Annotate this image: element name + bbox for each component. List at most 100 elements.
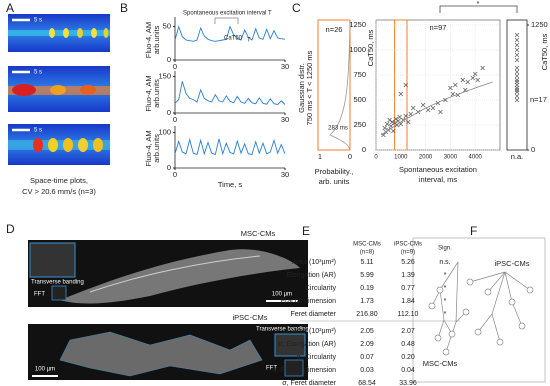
table-cell: 5.11 bbox=[360, 259, 373, 266]
x-tick-label: 1000 bbox=[394, 155, 408, 161]
space-time-plot bbox=[8, 124, 110, 165]
point bbox=[514, 47, 520, 53]
scale-label: 5 s bbox=[34, 18, 42, 24]
y-axis-label: Fluo-4, AM bbox=[144, 130, 153, 166]
point bbox=[514, 37, 520, 43]
trace bbox=[174, 137, 286, 156]
point bbox=[405, 119, 411, 125]
significance: * bbox=[477, 0, 480, 8]
point bbox=[425, 107, 431, 113]
panel-label: B bbox=[120, 1, 128, 15]
table-cell: 5.26 bbox=[401, 259, 415, 266]
table-cell: 5.99 bbox=[360, 272, 374, 279]
row-label: Elongation (AR) bbox=[287, 272, 336, 279]
scale-label: 100 µm bbox=[35, 367, 55, 373]
y-tick-label: 250 bbox=[353, 120, 366, 129]
table-cell: * bbox=[444, 272, 447, 279]
point bbox=[403, 82, 409, 88]
point bbox=[480, 65, 485, 71]
panel-label: E bbox=[302, 224, 310, 238]
micrograph-title: iPSC-CMs bbox=[233, 313, 268, 322]
row-label: σ, Circularity bbox=[297, 354, 337, 361]
table-cell: 2.09 bbox=[360, 341, 374, 348]
y-axis-label: Fluo-4, AM bbox=[144, 75, 153, 111]
table-cell: 112.10 bbox=[398, 311, 419, 318]
y-axis-label: CaT50, ms bbox=[540, 33, 549, 70]
marginal-tick-label: 1 bbox=[318, 152, 322, 161]
y-axis-label: arb.units bbox=[152, 79, 161, 108]
y-tick-label: 0 bbox=[167, 108, 171, 117]
point bbox=[514, 89, 520, 95]
y-axis-label: arb.units bbox=[152, 25, 161, 54]
point bbox=[397, 114, 402, 120]
x-axis-label: Spontaneous excitation bbox=[399, 165, 477, 174]
y-tick-label: 1250 bbox=[531, 20, 548, 29]
y-tick-label: 0 bbox=[167, 55, 171, 64]
point bbox=[475, 77, 480, 83]
x-tick-label: 4000 bbox=[469, 155, 483, 161]
category-label: n.a. bbox=[511, 152, 524, 161]
node-label: iPSC-CMs bbox=[495, 259, 530, 268]
table-cell: 33.96 bbox=[399, 380, 417, 386]
column-header: (n=9) bbox=[401, 250, 415, 256]
annotation: Spontaneous excitation interval T bbox=[183, 11, 272, 17]
y-tick-label: 50 bbox=[163, 22, 171, 31]
n-label: n=97 bbox=[430, 23, 447, 32]
x-tick-label: 3000 bbox=[444, 155, 458, 161]
panel-label: F bbox=[470, 224, 477, 238]
point bbox=[381, 132, 386, 138]
table-cell: * bbox=[444, 285, 447, 292]
point bbox=[460, 77, 466, 83]
point bbox=[514, 93, 520, 99]
point bbox=[410, 105, 416, 111]
point bbox=[514, 42, 520, 48]
point bbox=[384, 121, 390, 127]
point bbox=[391, 128, 396, 134]
micrograph bbox=[28, 324, 308, 380]
x-tick-label: 30 bbox=[281, 62, 289, 71]
table-cell: n.s. bbox=[439, 259, 450, 266]
marginal-x-label: Probability., bbox=[315, 167, 354, 176]
panel-label: D bbox=[6, 222, 15, 236]
table-cell: 1.39 bbox=[401, 272, 415, 279]
row-label: σ, Feret diameter bbox=[282, 380, 336, 386]
row-label: σ, Elongation (AR) bbox=[278, 341, 336, 348]
table-cell: * bbox=[444, 298, 447, 305]
x-tick-label: 0 bbox=[173, 62, 177, 71]
point bbox=[438, 109, 443, 115]
marginal-n-label: n=26 bbox=[326, 25, 343, 34]
marginal-box bbox=[317, 19, 351, 151]
y-tick-label: 0 bbox=[362, 145, 366, 154]
inset-label: FFT bbox=[34, 292, 45, 298]
scale-label: 5 s bbox=[34, 70, 42, 76]
y-axis-label: Fluo-4, AM bbox=[144, 22, 153, 58]
plot-frame bbox=[506, 19, 528, 151]
column-header: iPSC-CMs bbox=[394, 242, 422, 248]
point bbox=[514, 77, 520, 83]
point bbox=[398, 91, 404, 97]
row-label: σ, Fractal dimension bbox=[273, 367, 337, 374]
point bbox=[472, 71, 478, 77]
y-tick-label: 100 bbox=[158, 128, 171, 137]
point bbox=[514, 97, 520, 103]
point bbox=[514, 32, 520, 38]
table-cell: 0.20 bbox=[401, 354, 415, 361]
table-cell: 68.54 bbox=[358, 380, 376, 386]
point bbox=[403, 113, 409, 119]
significance-bracket bbox=[439, 5, 518, 13]
dendrogram bbox=[412, 237, 546, 383]
point bbox=[514, 73, 520, 79]
table-cell: 1.84 bbox=[401, 298, 415, 305]
table-cell: 2.07 bbox=[401, 328, 415, 335]
column-header: Sign. bbox=[438, 246, 452, 252]
table-cell: * bbox=[444, 311, 447, 318]
scale-label: 100 µm bbox=[272, 292, 292, 298]
point bbox=[514, 52, 520, 58]
table-cell: 0.77 bbox=[401, 285, 415, 292]
row-label: Fractal dimension bbox=[281, 298, 336, 305]
space-time-plot bbox=[8, 14, 110, 52]
table-cell: 2.05 bbox=[360, 328, 374, 335]
micrograph bbox=[28, 240, 308, 307]
panel-label: C bbox=[292, 1, 301, 15]
